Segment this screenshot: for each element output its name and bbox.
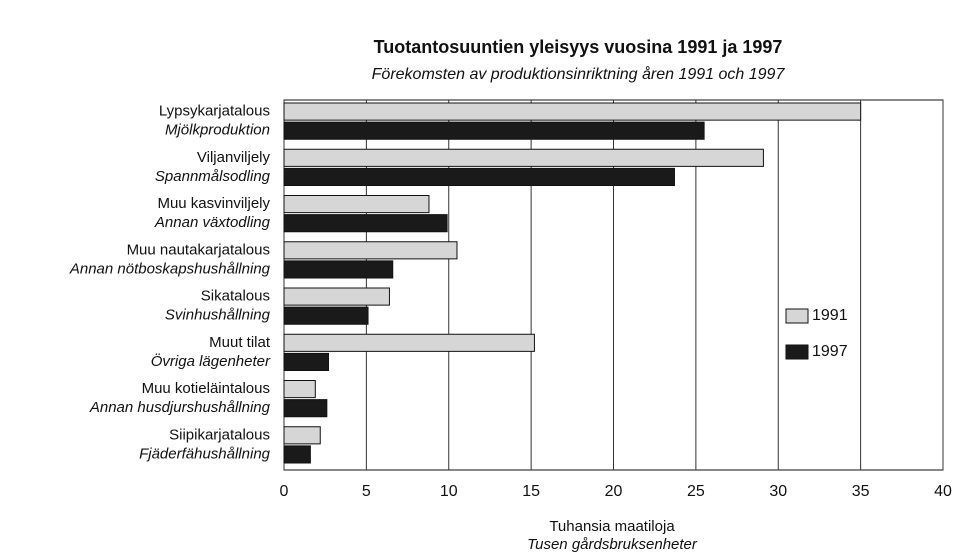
x-tick-label: 0 — [280, 483, 289, 500]
y-tick-label: Muu kasvinviljely — [157, 195, 270, 212]
bar — [283, 195, 430, 214]
bar — [283, 121, 705, 140]
bar — [283, 102, 862, 121]
bar — [283, 380, 316, 399]
y-tick-label: Annan husdjurshushållning — [89, 399, 271, 416]
x-tick-label: 25 — [687, 483, 705, 500]
bar — [283, 148, 764, 167]
bar — [283, 306, 369, 325]
legend-label: 1997 — [812, 343, 848, 360]
bar — [283, 214, 448, 233]
legend-swatch — [785, 344, 809, 360]
y-tick-label: Mjölkproduktion — [165, 122, 270, 139]
bar — [283, 426, 321, 445]
y-tick-label: Muu nautakarjatalous — [127, 241, 270, 258]
chart-subtitle: Förekomsten av produktionsinriktning åre… — [372, 65, 786, 83]
y-tick-label: Sikatalous — [201, 288, 270, 305]
x-axis-label: Tuhansia maatiloja — [549, 518, 675, 535]
bar — [283, 399, 328, 418]
bar — [283, 241, 458, 260]
y-tick-label: Muut tilat — [209, 334, 271, 351]
x-tick-label: 30 — [769, 483, 787, 500]
y-tick-label: Annan nötboskapshushållning — [69, 260, 271, 277]
legend-swatch — [785, 308, 809, 324]
y-tick-label: Svinhushållning — [165, 307, 271, 324]
y-tick-label: Viljanviljely — [197, 149, 271, 166]
y-tick-label: Fjäderfähushållning — [139, 445, 271, 462]
x-tick-label: 15 — [522, 483, 540, 500]
y-tick-label: Siipikarjatalous — [169, 426, 270, 443]
y-tick-label: Övriga lägenheter — [151, 352, 271, 370]
bar — [283, 352, 329, 371]
bar — [283, 167, 675, 186]
bar — [283, 287, 390, 306]
bar — [283, 260, 394, 279]
x-tick-label: 5 — [362, 483, 371, 500]
x-tick-label: 40 — [934, 483, 952, 500]
x-axis-label: Tusen gårdsbruksenheter — [527, 536, 698, 553]
bar — [283, 445, 311, 464]
legend-label: 1991 — [812, 307, 848, 324]
y-tick-label: Muu kotieläintalous — [142, 380, 270, 397]
y-tick-label: Lypsykarjatalous — [159, 103, 270, 120]
bar — [283, 333, 535, 352]
y-tick-label: Spannmålsodling — [155, 168, 271, 185]
x-tick-label: 35 — [852, 483, 870, 500]
x-tick-label: 10 — [440, 483, 458, 500]
y-tick-label: Annan växtodling — [154, 214, 271, 231]
x-tick-label: 20 — [605, 483, 623, 500]
chart-title: Tuotantosuuntien yleisyys vuosina 1991 j… — [374, 37, 783, 57]
